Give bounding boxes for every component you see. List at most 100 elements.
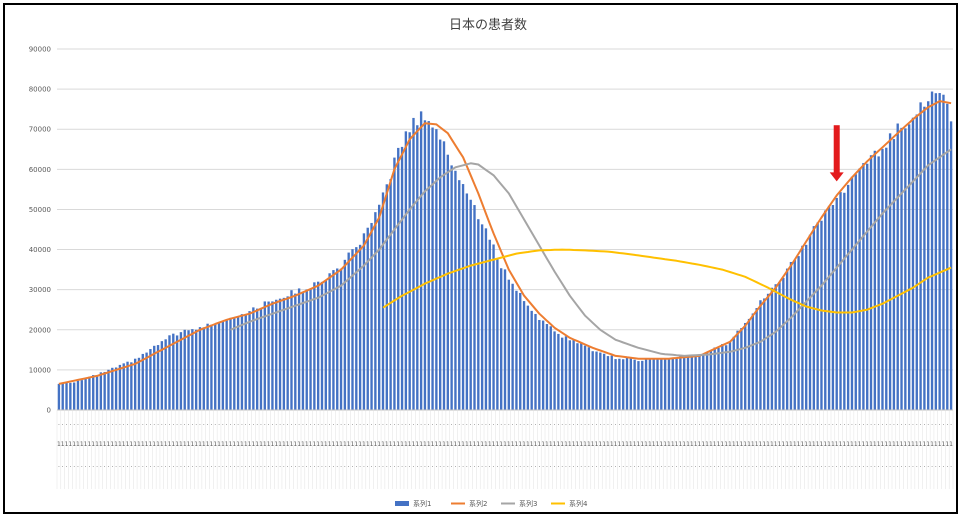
- x-tick-month-digit: 1: [255, 441, 259, 448]
- x-tick-day-digit: ·: [85, 464, 87, 471]
- x-tick-month-digit: 1: [492, 441, 496, 448]
- x-tick-month-digit: 1: [797, 441, 801, 448]
- x-tick-day-digit: ·: [233, 464, 235, 471]
- x-tick-month-digit: 1: [576, 441, 580, 448]
- bar: [660, 359, 663, 410]
- bar: [667, 358, 671, 410]
- x-tick-day-of-week: ·: [733, 422, 735, 429]
- bar: [427, 121, 430, 411]
- x-tick-day-of-week: ·: [489, 422, 491, 429]
- x-tick-day-of-week: ·: [843, 422, 845, 429]
- x-tick-day-of-week: ·: [165, 422, 167, 429]
- x-tick-day-digit: ·: [882, 464, 884, 471]
- bar: [294, 293, 297, 410]
- bar: [881, 148, 884, 410]
- x-tick-day-of-week: ·: [138, 422, 140, 429]
- x-tick-day-digit: ·: [146, 464, 148, 471]
- x-tick-month-digit: 1: [583, 441, 587, 448]
- x-tick-day-digit: ·: [660, 464, 662, 471]
- bar: [439, 139, 442, 410]
- bar: [248, 311, 251, 410]
- x-tick-day-of-week: ·: [188, 422, 190, 429]
- x-tick-day-of-week: ·: [443, 422, 445, 429]
- x-tick-day-of-week: ·: [420, 422, 422, 429]
- x-tick-month-digit: 1: [934, 441, 938, 448]
- bar: [282, 297, 286, 410]
- x-tick-month-digit: 1: [362, 441, 366, 448]
- x-tick-day-of-week: ·: [748, 422, 750, 429]
- x-tick-month-digit: 1: [537, 441, 541, 448]
- x-tick-day-of-week: ·: [923, 422, 925, 429]
- bar: [328, 273, 331, 410]
- x-tick-day-of-week: ·: [180, 422, 182, 429]
- x-tick-day-digit: ·: [119, 464, 121, 471]
- x-tick-day-of-week: ·: [775, 422, 777, 429]
- x-tick-day-digit: ·: [634, 464, 636, 471]
- bar: [873, 150, 877, 410]
- bar: [412, 117, 415, 410]
- bar: [133, 358, 137, 410]
- x-tick-day-of-week: ·: [672, 422, 674, 429]
- x-tick-day-digit: ·: [950, 464, 952, 471]
- x-tick-day-of-week: ·: [424, 422, 426, 429]
- bar: [221, 320, 225, 410]
- x-tick-day-of-week: ·: [332, 422, 334, 429]
- x-tick-day-of-week: ·: [641, 422, 643, 429]
- bar: [126, 361, 129, 410]
- bar: [309, 288, 312, 410]
- bar: [686, 356, 690, 410]
- x-tick-day-digit: ·: [923, 464, 925, 471]
- x-tick-day-digit: ·: [527, 464, 529, 471]
- bar: [538, 319, 541, 410]
- x-tick-day-of-week: ·: [496, 422, 498, 429]
- x-tick-day-digit: ·: [702, 464, 704, 471]
- x-tick-day-digit: ·: [744, 464, 746, 471]
- x-tick-month-digit: 1: [68, 441, 72, 448]
- x-tick-day-of-week: ·: [291, 422, 293, 429]
- bar: [782, 277, 785, 410]
- x-tick-day-digit: ·: [241, 464, 243, 471]
- x-tick-day-of-week: ·: [813, 422, 815, 429]
- x-tick-month-digit: 1: [842, 441, 846, 448]
- y-axis-ticks: 0 10000 20000 30000 40000 50000 60000 70000 8000…: [29, 46, 51, 415]
- bar: [690, 355, 694, 410]
- x-tick-day-digit: ·: [237, 464, 239, 471]
- x-tick-day-of-week: ·: [828, 422, 830, 429]
- x-tick-day-digit: ·: [538, 464, 540, 471]
- x-tick-day-of-week: ·: [523, 422, 525, 429]
- x-tick-day-of-week: ·: [515, 422, 517, 429]
- x-tick-day-digit: ·: [500, 464, 502, 471]
- bar: [336, 268, 339, 410]
- x-tick-day-digit: ·: [786, 464, 788, 471]
- bar: [130, 362, 133, 410]
- x-tick-month-digit: 1: [126, 441, 130, 448]
- x-tick-day-of-week: ·: [428, 422, 430, 429]
- x-tick-day-of-week: ·: [230, 422, 232, 429]
- bar: [484, 228, 488, 410]
- bar: [907, 124, 911, 410]
- bar: [175, 335, 179, 410]
- x-tick-month-digit: 1: [903, 441, 907, 448]
- x-tick-day-digit: ·: [367, 464, 369, 471]
- x-tick-day-digit: ·: [504, 464, 506, 471]
- bar: [713, 347, 716, 410]
- bar: [202, 327, 205, 410]
- x-tick-month-digit: 1: [686, 441, 690, 448]
- x-tick-month-digit: 1: [652, 441, 656, 448]
- x-tick-month-digit: 1: [511, 441, 515, 448]
- x-tick-day-digit: ·: [374, 464, 376, 471]
- x-tick-month-digit: 1: [248, 441, 252, 448]
- x-tick-day-of-week: ·: [127, 422, 129, 429]
- x-tick-day-of-week: ·: [878, 422, 880, 429]
- x-tick-month-digit: 1: [945, 441, 949, 448]
- x-tick-day-digit: ·: [92, 464, 94, 471]
- x-tick-month-digit: 1: [328, 441, 332, 448]
- bar: [942, 94, 945, 410]
- x-tick-month-digit: 1: [488, 441, 492, 448]
- x-tick-month-digit: 1: [469, 441, 473, 448]
- x-tick-day-of-week: ·: [782, 422, 784, 429]
- x-tick-day-of-week: ·: [809, 422, 811, 429]
- x-tick-month-digit: 1: [438, 441, 442, 448]
- x-tick-month-digit: 1: [644, 441, 648, 448]
- x-tick-day-of-week: ·: [283, 422, 285, 429]
